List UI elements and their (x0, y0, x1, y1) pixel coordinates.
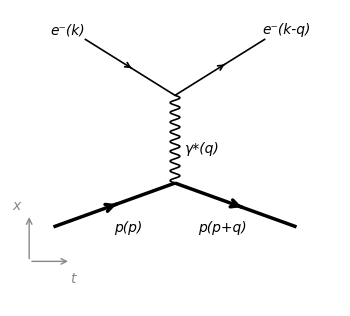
Text: γ*(q): γ*(q) (186, 142, 220, 155)
Text: e⁻(k): e⁻(k) (50, 23, 85, 37)
Text: e⁻(k-q): e⁻(k-q) (262, 23, 310, 37)
Text: p(p+q): p(p+q) (197, 221, 246, 235)
Text: p(p): p(p) (114, 221, 142, 235)
Text: x: x (12, 199, 21, 213)
Text: t: t (70, 272, 75, 286)
